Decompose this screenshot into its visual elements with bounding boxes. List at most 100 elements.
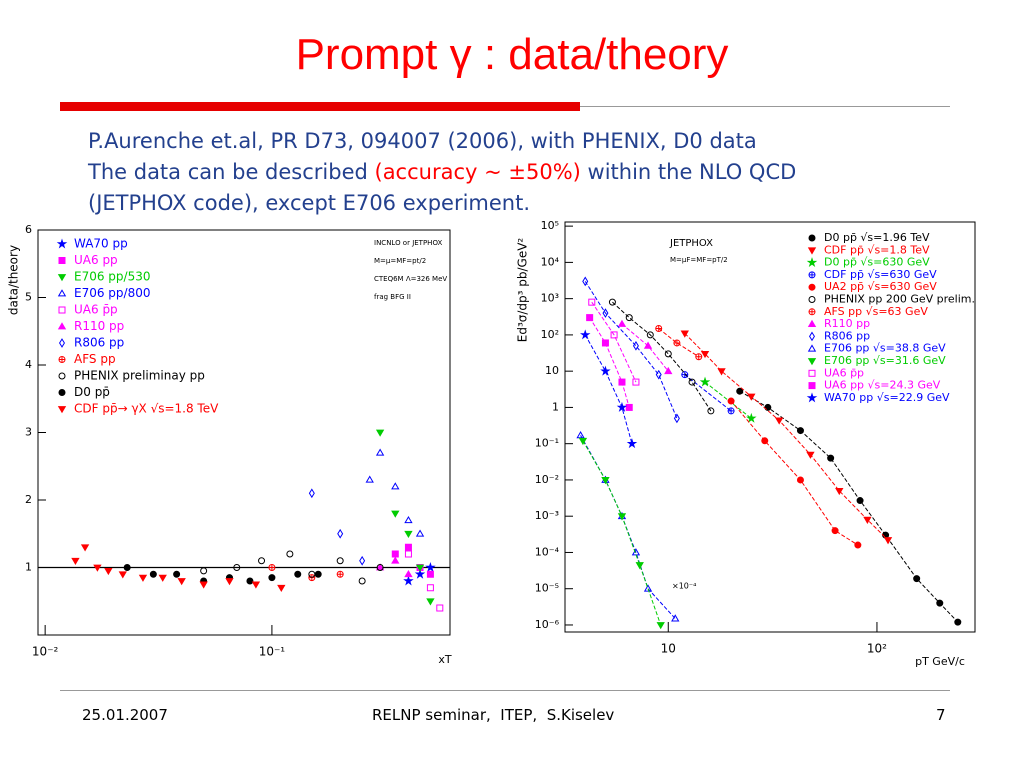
annotation: M=μ=MF=pt/2 xyxy=(374,257,426,265)
marker xyxy=(736,387,744,395)
marker xyxy=(635,562,644,570)
marker xyxy=(233,564,241,571)
title-bar xyxy=(60,102,580,111)
marker xyxy=(664,366,673,375)
legend-label: R806 pp xyxy=(824,329,870,342)
legend-label: UA6 p̄p xyxy=(74,303,118,317)
legend-label: E706 pp/530 xyxy=(74,270,150,284)
text-line: P.Aurenche et.al, PR D73, 094007 (2006),… xyxy=(88,129,757,153)
y-tick-label: 10⁻⁶ xyxy=(535,618,560,631)
marker xyxy=(680,330,689,338)
legend-label: UA2 pp̄ √s=630 GeV xyxy=(824,280,937,293)
marker xyxy=(655,369,662,380)
marker xyxy=(806,392,818,403)
x-tick-label: 10⁻² xyxy=(32,645,59,659)
marker xyxy=(808,369,816,377)
marker xyxy=(796,427,804,435)
marker xyxy=(391,556,400,564)
marker xyxy=(414,568,426,579)
annotation: JETPHOX xyxy=(669,238,713,249)
marker xyxy=(104,567,113,576)
y-tick-label: 10² xyxy=(541,328,559,341)
legend-label: E706 pp √s=31.6 GeV xyxy=(824,354,946,367)
marker xyxy=(314,570,322,578)
marker xyxy=(425,561,436,572)
marker xyxy=(80,544,90,552)
marker xyxy=(337,528,344,539)
marker xyxy=(576,431,585,439)
marker xyxy=(118,571,127,579)
legend-label: D0 pp̄ √s=1.96 TeV xyxy=(824,231,930,244)
marker xyxy=(625,403,633,411)
marker xyxy=(608,298,616,306)
marker-cross xyxy=(673,339,680,346)
marker xyxy=(913,575,921,583)
marker xyxy=(707,407,715,415)
marker xyxy=(582,276,589,287)
marker xyxy=(358,577,366,585)
marker xyxy=(863,516,872,525)
series-line xyxy=(684,374,732,412)
marker xyxy=(404,550,412,558)
marker xyxy=(727,397,735,405)
marker xyxy=(200,567,208,575)
y-tick-label: 1 xyxy=(552,400,559,413)
marker xyxy=(699,376,711,387)
annotation: M=μF=MF=pT/2 xyxy=(670,256,728,264)
marker xyxy=(376,564,384,571)
slide-title: Prompt γ : data/theory xyxy=(295,30,729,79)
marker xyxy=(618,378,626,386)
x-tick-label: 10 xyxy=(661,642,676,656)
legend-label: UA6 pp √s=24.3 GeV xyxy=(824,379,941,392)
y-tick-label: 6 xyxy=(25,223,32,236)
marker xyxy=(426,584,434,592)
title-rule xyxy=(580,106,950,107)
marker xyxy=(58,389,66,396)
marker xyxy=(717,368,726,376)
marker xyxy=(58,306,66,314)
marker xyxy=(177,578,186,586)
marker xyxy=(268,574,276,582)
legend-label: WA70 pp √s=22.9 GeV xyxy=(824,391,950,404)
marker xyxy=(158,574,167,582)
legend-label: AFS pp √s=63 GeV xyxy=(824,305,928,318)
marker xyxy=(700,350,710,359)
marker xyxy=(415,564,425,572)
marker xyxy=(656,622,665,630)
y-tick-label: 10⁻² xyxy=(535,473,559,486)
legend-label: D0 pp̄ xyxy=(74,385,110,399)
marker xyxy=(391,550,399,558)
marker-cross xyxy=(59,356,65,363)
marker xyxy=(415,529,425,537)
marker xyxy=(632,378,640,386)
marker xyxy=(601,339,609,347)
marker xyxy=(286,550,294,558)
footer-rule xyxy=(60,690,950,691)
marker xyxy=(775,417,784,425)
marker-cross xyxy=(728,407,735,414)
x-tick-label: 10² xyxy=(867,642,887,656)
marker-cross xyxy=(268,564,275,571)
marker xyxy=(796,476,804,484)
marker xyxy=(123,564,131,571)
y-tick-label: 10⁻¹ xyxy=(535,437,559,450)
text-span: The data can be described xyxy=(88,160,375,184)
annotation-box xyxy=(368,234,448,310)
marker xyxy=(404,543,412,551)
series-line xyxy=(621,323,669,372)
text-line: The data can be described (accuracy ~ ±5… xyxy=(88,157,796,188)
marker xyxy=(57,274,67,282)
marker xyxy=(625,314,633,322)
marker xyxy=(632,340,639,351)
text-line: (JETPHOX code), except E706 experiment. xyxy=(88,191,531,215)
y-tick-label: 10⁻³ xyxy=(535,509,559,522)
marker xyxy=(391,510,400,518)
body-text: P.Aurenche et.al, PR D73, 094007 (2006),… xyxy=(88,126,796,219)
marker xyxy=(617,513,627,521)
marker xyxy=(426,598,435,606)
legend-label: E706 pp/800 xyxy=(74,286,150,300)
y-tick-label: 10⁵ xyxy=(541,219,559,232)
y-tick-label: 1 xyxy=(25,561,32,574)
marker-cross xyxy=(681,371,688,378)
marker xyxy=(58,372,66,380)
